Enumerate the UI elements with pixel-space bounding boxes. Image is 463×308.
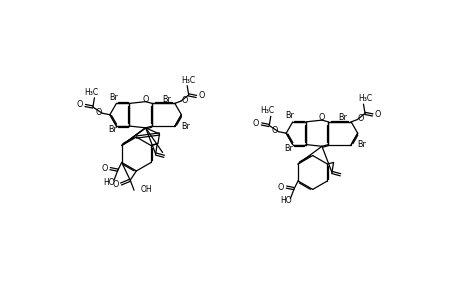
Text: H₃C: H₃C — [84, 88, 99, 97]
Text: Br: Br — [181, 122, 190, 131]
Text: O: O — [101, 164, 108, 173]
Text: Br: Br — [357, 140, 366, 149]
Text: Br: Br — [163, 95, 171, 104]
Text: O: O — [95, 108, 101, 117]
Text: O: O — [319, 113, 325, 122]
Text: O: O — [253, 119, 259, 128]
Text: HO: HO — [104, 178, 115, 187]
Text: HO: HO — [280, 197, 292, 205]
Text: O: O — [113, 180, 119, 189]
Text: H₃C: H₃C — [261, 106, 275, 116]
Text: O: O — [77, 100, 83, 109]
Text: Br: Br — [108, 125, 117, 134]
Text: O: O — [375, 110, 382, 119]
Text: O: O — [143, 95, 149, 104]
Text: Br: Br — [109, 93, 118, 102]
Text: Br: Br — [284, 144, 294, 153]
Text: H₃C: H₃C — [181, 76, 196, 85]
Text: H₃C: H₃C — [358, 94, 372, 103]
Text: O: O — [181, 96, 188, 105]
Text: OH: OH — [140, 185, 152, 194]
Text: Br: Br — [285, 111, 294, 120]
Text: Br: Br — [338, 113, 348, 122]
Text: O: O — [271, 126, 278, 136]
Text: O: O — [199, 91, 205, 100]
Text: O: O — [358, 114, 364, 123]
Text: O: O — [278, 183, 284, 192]
